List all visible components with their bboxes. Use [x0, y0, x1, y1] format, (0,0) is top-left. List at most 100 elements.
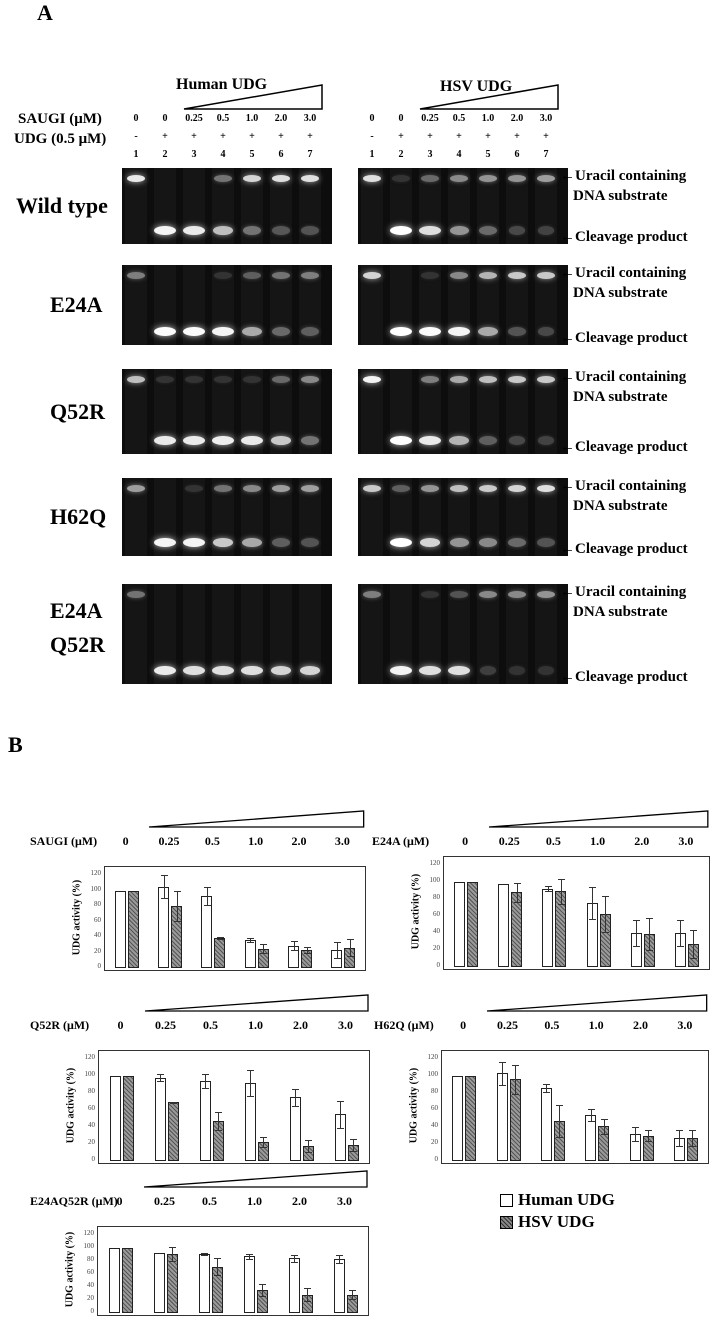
concentration-label: 0.25	[497, 1018, 518, 1032]
error-cap	[247, 937, 255, 939]
error-cap	[544, 886, 552, 888]
error-bar	[648, 1129, 649, 1142]
substrate-band	[421, 375, 439, 383]
error-cap	[690, 957, 698, 959]
concentration-label: 3.0	[334, 834, 350, 848]
y-tick-label: 0	[91, 1155, 96, 1163]
error-cap	[336, 1262, 343, 1264]
concentration-label: 0.5	[545, 834, 561, 848]
concentration-label: 1.0	[248, 834, 264, 848]
y-tick-label: 80	[431, 1087, 438, 1095]
error-bar	[349, 939, 351, 957]
lane-lanes-0-1: 2	[162, 149, 168, 160]
error-cap	[333, 957, 341, 959]
substrate-band	[127, 174, 145, 182]
error-cap	[202, 1087, 209, 1089]
substrate-band	[214, 174, 232, 182]
y-tick-label: 60	[94, 915, 101, 924]
substrate-band	[508, 590, 526, 598]
substrate-band	[421, 484, 439, 492]
lane-udg-0-6: +	[307, 131, 313, 142]
error-bar	[172, 1246, 173, 1261]
product-band	[508, 537, 526, 547]
product-band	[154, 537, 176, 547]
legend-label-human: Human UDG	[518, 1190, 615, 1209]
mutant-label-3: H62Q	[50, 504, 107, 529]
product-band	[508, 225, 526, 235]
legend-label-hsv: HSV UDG	[518, 1212, 595, 1231]
substrate-band	[185, 484, 203, 492]
human-bar	[243, 1256, 255, 1313]
error-cap	[260, 1147, 267, 1149]
error-bar	[590, 1109, 592, 1122]
error-cap	[632, 1140, 639, 1142]
lane-saugi-1-6: 3.0	[539, 113, 553, 124]
error-bar	[352, 1290, 353, 1300]
substrate-band	[363, 590, 381, 598]
concentration-label: 1.0	[247, 1194, 262, 1208]
error-bar	[559, 1104, 561, 1138]
product-band	[241, 435, 263, 445]
product-label: ←Cleavage product	[560, 669, 688, 685]
chart-title: SAUGI (μM)	[30, 834, 98, 848]
error-cap	[259, 1284, 266, 1286]
product-band	[299, 665, 321, 675]
substrate-band	[392, 484, 410, 492]
hsv-bar	[127, 890, 139, 968]
human-bar	[244, 940, 256, 968]
y-tick-label: 120	[83, 1229, 95, 1237]
product-band	[390, 665, 412, 675]
product-band	[272, 326, 290, 336]
substrate-band	[301, 174, 319, 182]
product-band	[272, 537, 290, 547]
arrow-left-icon: ←	[560, 330, 575, 346]
error-cap	[633, 945, 641, 947]
y-tick-label: 40	[87, 1281, 94, 1289]
product-band	[270, 665, 292, 675]
concentration-label: 0.5	[204, 834, 220, 848]
product-band	[183, 537, 205, 547]
concentration-label: 0	[122, 834, 129, 848]
lane-udg-0-5: +	[278, 131, 284, 142]
substrate-band	[363, 271, 381, 279]
human-bar	[199, 1081, 211, 1161]
plot-area	[441, 1050, 709, 1164]
human-bar	[498, 883, 510, 967]
y-tick-label: 40	[88, 1121, 95, 1129]
gel-image-human	[122, 584, 332, 684]
substrate-band	[243, 375, 261, 383]
substrate-band	[508, 375, 526, 383]
human-bar	[114, 890, 126, 968]
lane-saugi-1-0: 0	[369, 113, 375, 124]
concentration-label: 0.5	[203, 1018, 218, 1032]
error-cap	[350, 1150, 357, 1152]
substrate-band	[537, 174, 555, 182]
chart-title: E24AQ52R (μM)	[30, 1194, 118, 1208]
error-bar	[692, 1130, 694, 1146]
error-bar	[603, 1118, 605, 1134]
substrate-band	[479, 271, 497, 279]
error-cap	[337, 1127, 344, 1129]
substrate-band	[421, 271, 439, 279]
hsv-bar	[511, 892, 523, 967]
human-bar	[496, 1073, 508, 1161]
legend-swatch-hsv	[500, 1215, 513, 1229]
error-bar	[680, 920, 682, 946]
error-bar	[160, 1074, 161, 1082]
substrate-band	[272, 375, 290, 383]
product-band	[419, 225, 441, 235]
error-cap	[247, 942, 255, 944]
y-tick-label: 20	[431, 1138, 438, 1146]
error-bar	[502, 1061, 503, 1086]
error-bar	[515, 1064, 516, 1094]
y-tick-label: 60	[88, 1104, 95, 1112]
error-cap	[513, 882, 521, 884]
substrate-band	[127, 590, 145, 598]
human-bar	[201, 895, 213, 968]
product-label: ←Cleavage product	[560, 541, 688, 557]
product-band	[242, 537, 262, 547]
concentration-label: 2.0	[292, 1194, 307, 1208]
y-tick-label: 40	[94, 931, 101, 939]
product-band	[537, 537, 555, 547]
chart-title: H62Q (μM)	[374, 1018, 434, 1032]
